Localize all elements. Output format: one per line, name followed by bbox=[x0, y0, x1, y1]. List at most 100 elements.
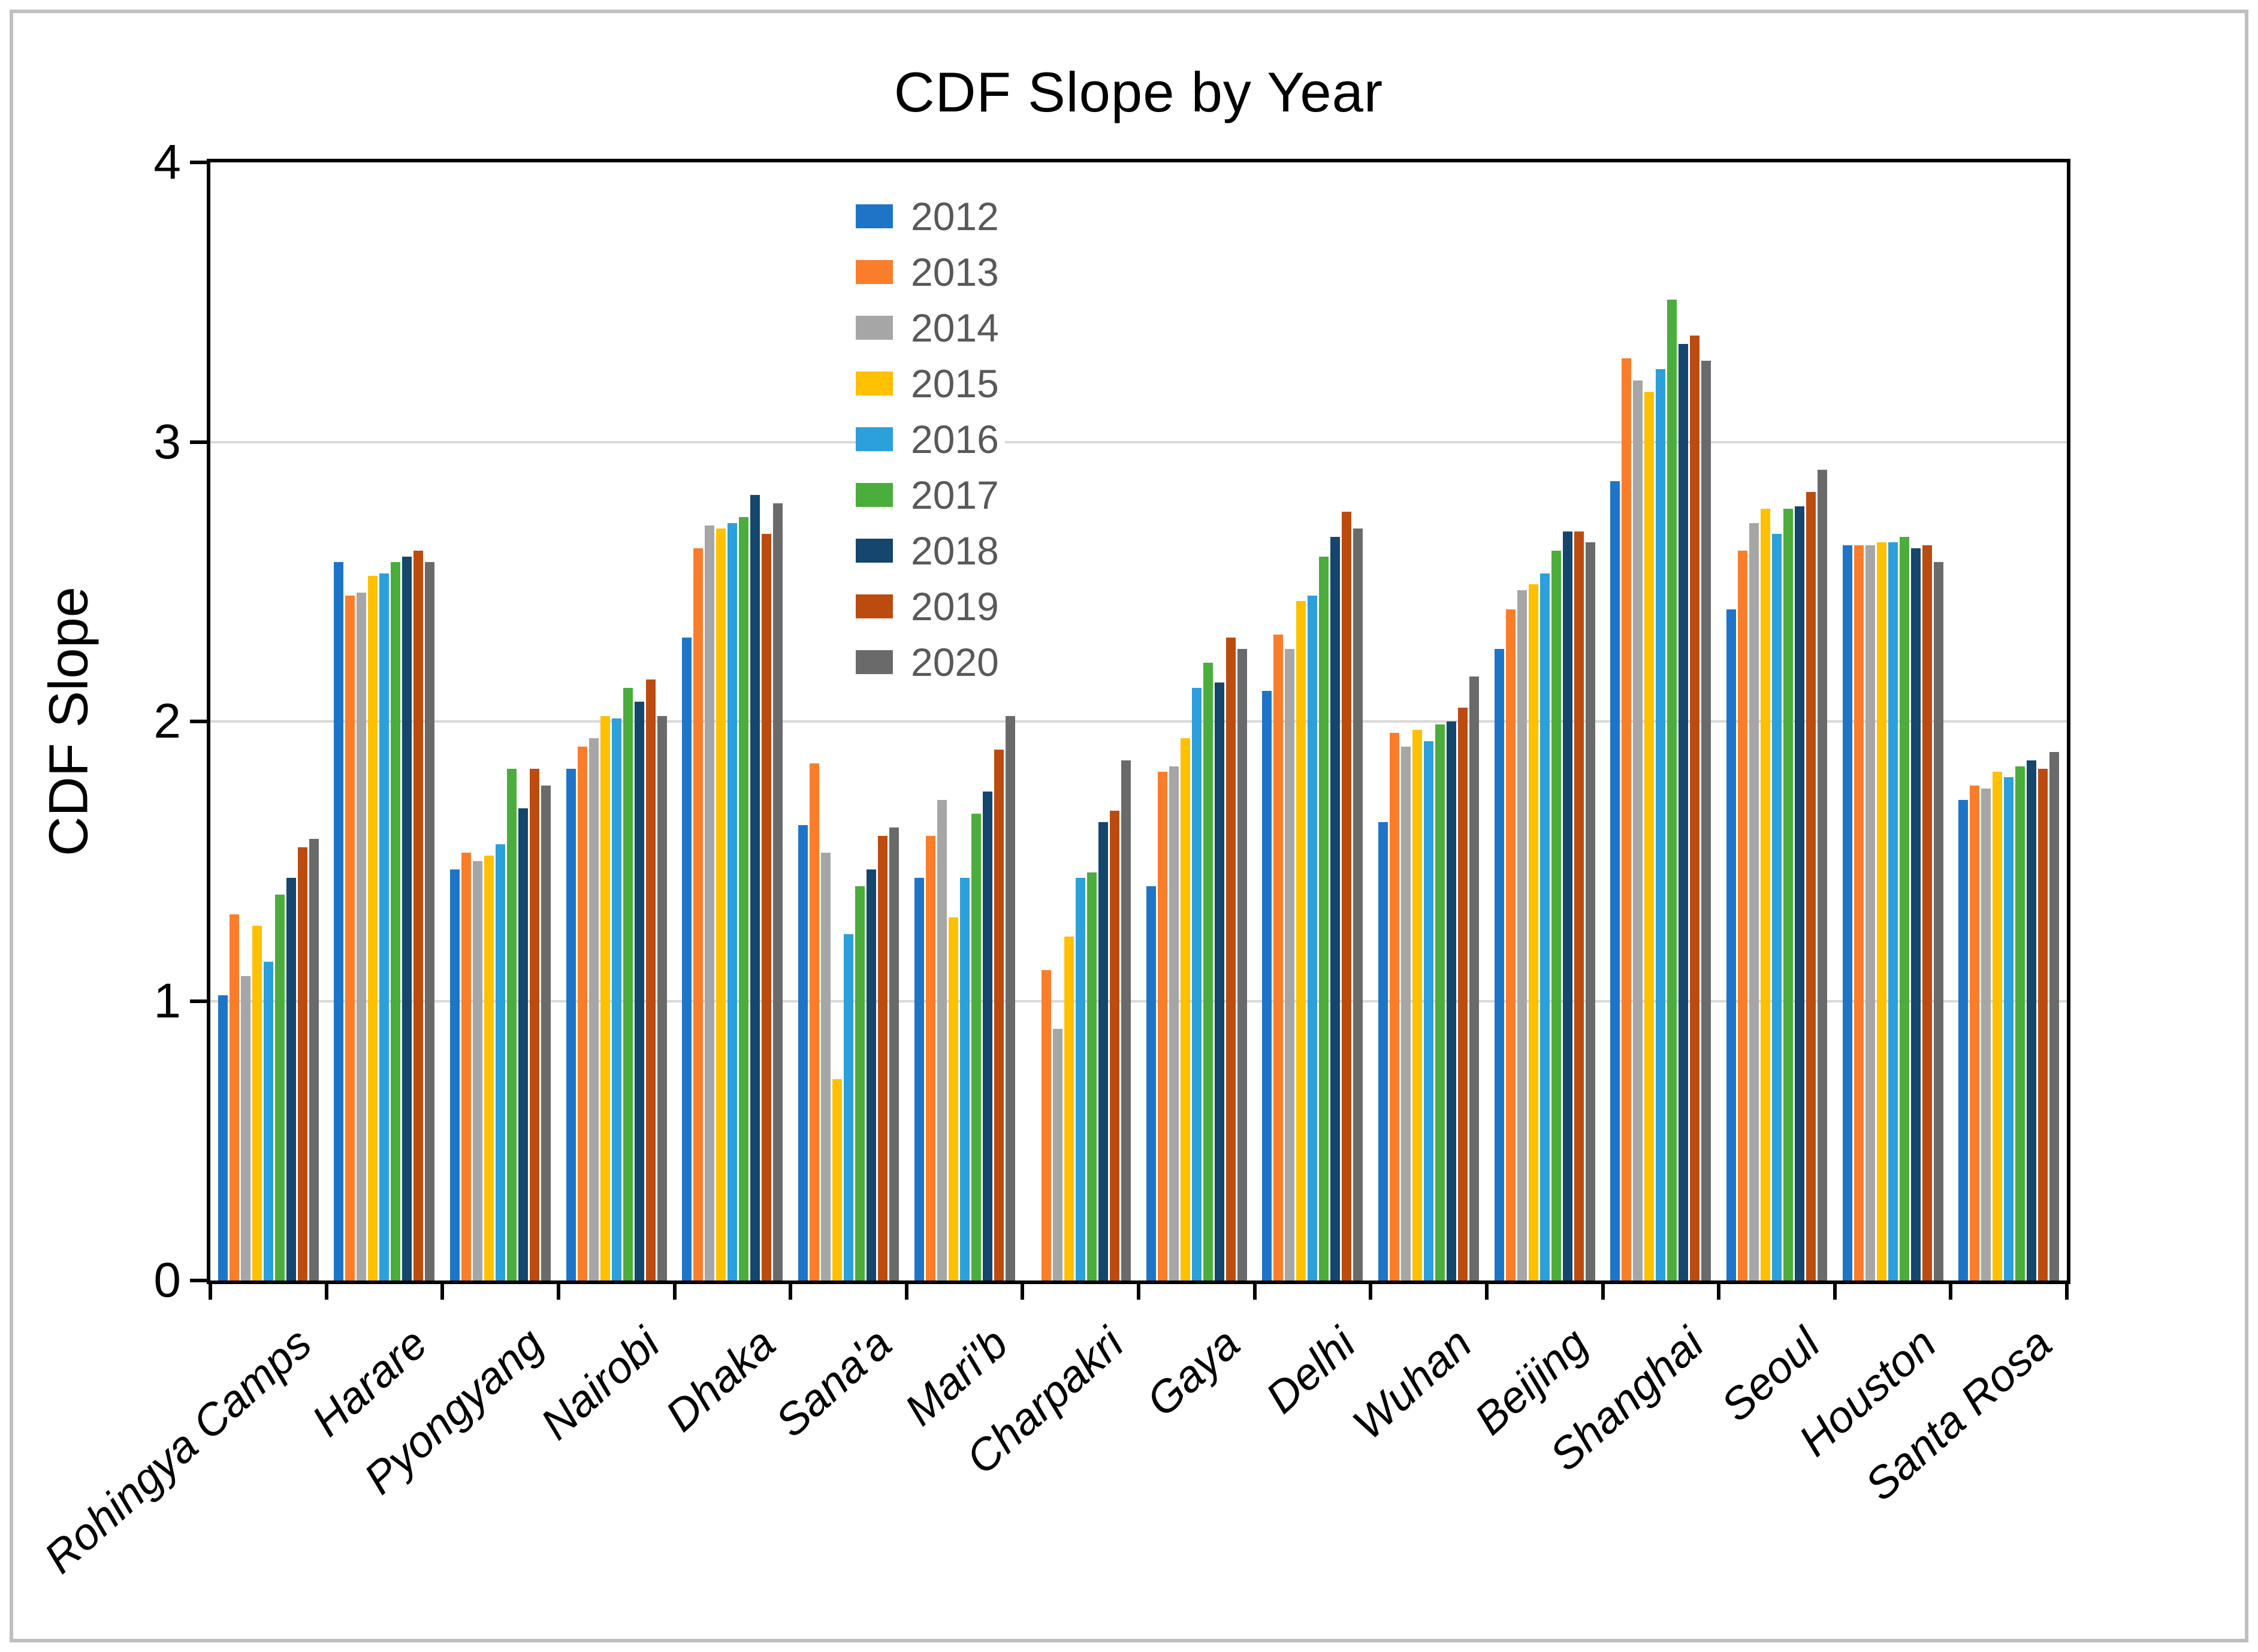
bar-2012 bbox=[1494, 648, 1504, 1280]
bar-group-houston bbox=[1835, 162, 1951, 1280]
legend-label-2016: 2016 bbox=[911, 416, 999, 461]
bar-2020 bbox=[1121, 760, 1131, 1280]
legend: 2012 2013 2014 2015 2016 2017 2018 2019 2020 bbox=[856, 188, 1005, 690]
bar-2017 bbox=[1783, 509, 1793, 1280]
bar-2016 bbox=[2004, 777, 2014, 1280]
bar-2020 bbox=[1817, 470, 1827, 1280]
bar-2018 bbox=[982, 791, 992, 1280]
bar-2015 bbox=[484, 855, 494, 1280]
bar-2019 bbox=[2038, 769, 2048, 1280]
bar-2013 bbox=[1737, 551, 1747, 1280]
bar-2016 bbox=[1076, 878, 1086, 1280]
bar-2015 bbox=[948, 917, 958, 1280]
x-tick-3 bbox=[556, 1280, 560, 1300]
bar-2014 bbox=[1169, 766, 1179, 1280]
legend-item-2016: 2016 bbox=[856, 411, 999, 467]
bar-2016 bbox=[379, 573, 390, 1280]
bar-group-dhaka bbox=[675, 162, 791, 1280]
bar-2013 bbox=[693, 548, 704, 1280]
bar-group-santa-rosa bbox=[1951, 162, 2067, 1280]
bar-2015 bbox=[1412, 730, 1423, 1280]
bar-2012 bbox=[1610, 481, 1620, 1280]
bar-2016 bbox=[1539, 573, 1550, 1280]
bar-2019 bbox=[1922, 545, 1932, 1280]
legend-label-2015: 2015 bbox=[911, 361, 999, 406]
x-tick-5 bbox=[789, 1280, 793, 1300]
bar-groups bbox=[210, 162, 2067, 1280]
bar-2019 bbox=[1574, 531, 1584, 1280]
bar-2013 bbox=[1157, 771, 1167, 1280]
chart-title: CDF Slope by Year bbox=[893, 61, 1384, 123]
x-tick-1 bbox=[324, 1280, 328, 1300]
bar-2014 bbox=[1285, 648, 1295, 1280]
bar-2016 bbox=[959, 878, 970, 1280]
bar-2016 bbox=[843, 934, 853, 1280]
gridline-y1 bbox=[210, 999, 2067, 1002]
y-tick-3 bbox=[190, 440, 207, 444]
bar-2013 bbox=[1390, 732, 1400, 1280]
bar-group-wuhan bbox=[1371, 162, 1487, 1280]
bar-2015 bbox=[1296, 601, 1306, 1280]
gridline-y2 bbox=[210, 720, 2067, 723]
bar-2012 bbox=[798, 825, 808, 1280]
bar-2013 bbox=[1970, 786, 1980, 1280]
bar-2017 bbox=[1667, 299, 1677, 1280]
bar-2014 bbox=[240, 976, 250, 1280]
bar-2018 bbox=[1794, 506, 1804, 1280]
bar-2017 bbox=[623, 688, 633, 1280]
legend-item-2019: 2019 bbox=[856, 578, 999, 634]
legend-item-2012: 2012 bbox=[856, 188, 999, 244]
bar-2016 bbox=[263, 962, 273, 1280]
legend-swatch-2015 bbox=[856, 371, 893, 395]
bar-group-rohingya-camps bbox=[210, 162, 327, 1280]
bar-group-harare bbox=[327, 162, 443, 1280]
bar-2015 bbox=[1876, 542, 1886, 1280]
x-tick-6 bbox=[904, 1280, 908, 1300]
bar-group-seoul bbox=[1719, 162, 1835, 1280]
bar-2017 bbox=[1087, 872, 1097, 1280]
bar-2015 bbox=[1760, 509, 1770, 1280]
bar-2015 bbox=[832, 1079, 842, 1280]
bar-2015 bbox=[252, 925, 262, 1280]
bar-2020 bbox=[657, 715, 667, 1280]
bar-2012 bbox=[1958, 799, 1969, 1280]
bar-2015 bbox=[600, 715, 610, 1280]
bar-2015 bbox=[1180, 738, 1190, 1280]
bar-2019 bbox=[1225, 638, 1236, 1280]
x-category-label-gaya: Gaya bbox=[1137, 1318, 1249, 1426]
bar-2013 bbox=[1042, 970, 1052, 1280]
bar-2018 bbox=[1562, 531, 1572, 1280]
legend-item-2018: 2018 bbox=[856, 523, 999, 578]
legend-label-2012: 2012 bbox=[911, 194, 999, 238]
bar-2015 bbox=[1528, 584, 1538, 1280]
bar-2014 bbox=[705, 526, 715, 1280]
bar-2017 bbox=[971, 813, 981, 1280]
x-category-label-sana-a: Sana'a bbox=[766, 1318, 901, 1447]
bar-2013 bbox=[345, 596, 355, 1280]
bar-2016 bbox=[611, 718, 621, 1280]
bar-2017 bbox=[1435, 724, 1445, 1280]
bar-2018 bbox=[866, 869, 876, 1280]
bar-2018 bbox=[634, 702, 644, 1280]
y-tick-label-4: 4 bbox=[153, 135, 181, 189]
x-category-label-nairobi: Nairobi bbox=[531, 1318, 669, 1449]
bar-2019 bbox=[1690, 336, 1700, 1280]
bar-2017 bbox=[507, 769, 517, 1280]
bar-2017 bbox=[274, 895, 285, 1280]
x-tick-4 bbox=[672, 1280, 677, 1300]
bar-2019 bbox=[297, 847, 307, 1280]
bar-2013 bbox=[1622, 358, 1632, 1280]
x-tick-13 bbox=[1717, 1280, 1721, 1300]
x-tick-9 bbox=[1252, 1280, 1257, 1300]
legend-swatch-2013 bbox=[856, 259, 893, 284]
bar-2014 bbox=[1517, 590, 1527, 1280]
bar-2015 bbox=[1644, 391, 1655, 1280]
bar-2016 bbox=[1656, 369, 1666, 1280]
bar-2012 bbox=[1842, 545, 1852, 1280]
bar-group-nairobi bbox=[559, 162, 675, 1280]
bar-2013 bbox=[809, 763, 819, 1280]
x-tick-8 bbox=[1137, 1280, 1140, 1300]
bar-2017 bbox=[1551, 551, 1561, 1280]
legend-swatch-2017 bbox=[856, 482, 893, 507]
